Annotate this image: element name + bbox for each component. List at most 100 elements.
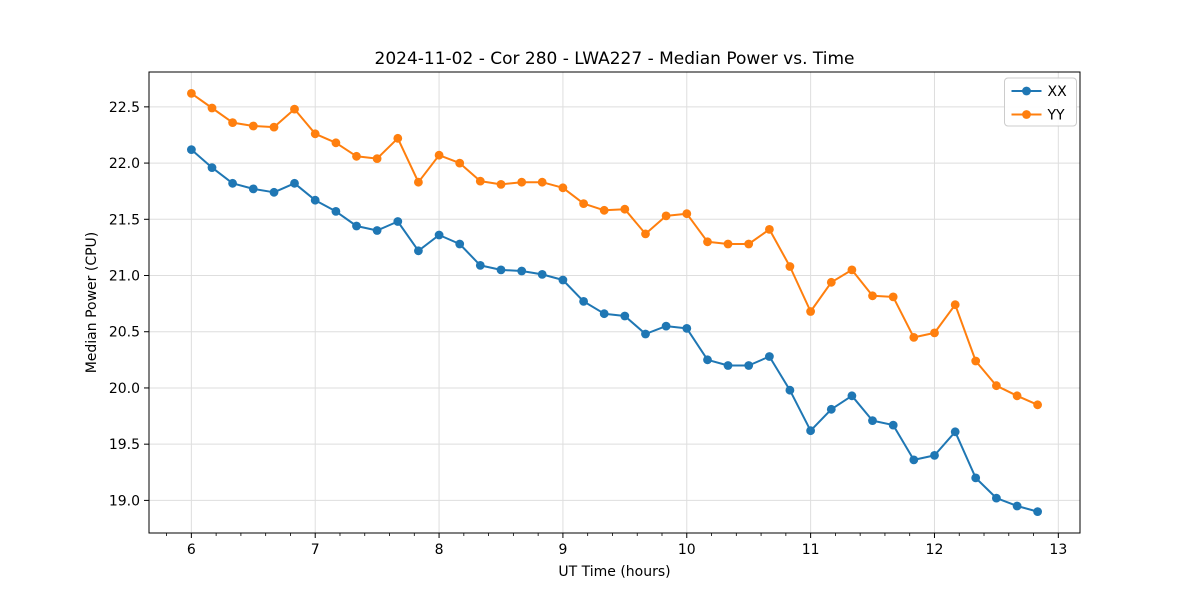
- data-point-XX: [517, 266, 527, 276]
- data-point-XX: [331, 207, 341, 216]
- data-point-YY: [950, 300, 960, 310]
- data-point-YY: [434, 150, 444, 160]
- data-point-XX: [1012, 501, 1022, 511]
- data-point-YY: [372, 154, 382, 164]
- legend-label-XX: XX: [1048, 84, 1068, 100]
- data-point-XX: [992, 493, 1001, 503]
- data-point-YY: [909, 333, 919, 342]
- data-point-YY: [475, 176, 485, 186]
- y-tick-label: 21.5: [109, 212, 140, 228]
- legend-marker-XX: [1022, 86, 1031, 96]
- x-tick-label: 10: [678, 542, 696, 558]
- data-point-YY: [620, 204, 630, 214]
- data-point-XX: [393, 217, 403, 226]
- data-point-XX: [599, 309, 609, 319]
- x-tick-label: 9: [558, 542, 567, 558]
- data-point-YY: [682, 209, 692, 219]
- data-point-YY: [785, 262, 795, 271]
- data-point-YY: [290, 104, 299, 114]
- x-tick-label: 11: [802, 542, 820, 558]
- data-point-XX: [187, 145, 196, 155]
- data-point-YY: [537, 177, 547, 187]
- y-tick-label: 20.0: [109, 381, 140, 397]
- data-point-YY: [207, 103, 217, 113]
- data-point-YY: [414, 177, 423, 187]
- data-point-XX: [352, 221, 361, 231]
- y-tick-label: 21.0: [109, 269, 140, 285]
- data-point-YY: [352, 151, 361, 161]
- data-point-YY: [765, 225, 774, 234]
- data-point-XX: [909, 455, 919, 465]
- data-point-YY: [517, 177, 527, 187]
- y-tick-label: 19.5: [109, 437, 140, 453]
- data-point-XX: [723, 361, 733, 370]
- y-tick-label: 22.5: [109, 100, 140, 116]
- data-point-XX: [641, 329, 650, 339]
- data-point-YY: [599, 205, 609, 215]
- data-point-YY: [723, 239, 733, 249]
- data-point-YY: [579, 199, 588, 209]
- data-point-YY: [744, 239, 754, 249]
- x-tick-label: 12: [926, 542, 944, 558]
- data-point-YY: [868, 291, 877, 301]
- data-point-XX: [703, 355, 712, 365]
- data-point-YY: [455, 158, 465, 168]
- data-point-YY: [310, 129, 320, 139]
- data-point-YY: [393, 133, 403, 143]
- data-point-XX: [558, 275, 568, 285]
- data-point-XX: [847, 391, 857, 401]
- data-point-XX: [434, 230, 444, 240]
- data-point-YY: [992, 381, 1001, 391]
- data-point-XX: [455, 239, 465, 249]
- data-point-YY: [930, 328, 939, 338]
- data-point-XX: [930, 451, 939, 460]
- legend-label-YY: YY: [1047, 108, 1066, 124]
- data-point-YY: [847, 265, 857, 275]
- data-point-YY: [558, 183, 568, 193]
- data-point-XX: [744, 361, 754, 370]
- data-point-YY: [826, 277, 836, 287]
- y-tick-label: 22.0: [109, 156, 140, 172]
- data-point-XX: [207, 163, 217, 173]
- x-axis-label: UT Time (hours): [558, 564, 670, 580]
- data-point-XX: [579, 297, 588, 306]
- data-point-XX: [888, 420, 898, 430]
- data-point-XX: [1033, 507, 1042, 516]
- data-point-XX: [414, 246, 423, 256]
- data-point-XX: [537, 270, 547, 279]
- data-point-XX: [228, 178, 238, 188]
- chart-title: 2024-11-02 - Cor 280 - LWA227 - Median P…: [375, 49, 855, 69]
- data-point-YY: [187, 89, 196, 98]
- data-point-XX: [950, 427, 960, 437]
- data-point-XX: [475, 261, 485, 270]
- data-point-XX: [290, 178, 299, 188]
- y-tick-label: 20.5: [109, 325, 140, 341]
- y-axis-label: Median Power (CPU): [84, 232, 100, 374]
- data-point-YY: [331, 138, 341, 148]
- data-point-YY: [269, 122, 279, 132]
- x-tick-label: 8: [435, 542, 444, 558]
- data-point-XX: [806, 426, 815, 436]
- data-point-XX: [826, 404, 836, 414]
- data-point-XX: [496, 265, 506, 275]
- data-point-XX: [248, 184, 258, 194]
- data-point-XX: [620, 311, 630, 321]
- data-point-YY: [496, 180, 506, 189]
- data-point-YY: [248, 121, 258, 131]
- data-point-XX: [310, 195, 320, 205]
- x-tick-label: 6: [187, 542, 196, 558]
- data-point-YY: [641, 229, 650, 239]
- data-point-YY: [228, 118, 238, 127]
- data-point-YY: [1033, 400, 1042, 410]
- axes-spines: [148, 71, 1081, 534]
- data-point-XX: [372, 226, 382, 235]
- x-tick-label: 13: [1049, 542, 1067, 558]
- data-point-XX: [868, 416, 877, 425]
- data-point-YY: [806, 307, 815, 316]
- x-tick-label: 7: [311, 542, 320, 558]
- data-point-XX: [785, 385, 795, 395]
- data-point-YY: [888, 292, 898, 302]
- data-point-XX: [682, 324, 692, 333]
